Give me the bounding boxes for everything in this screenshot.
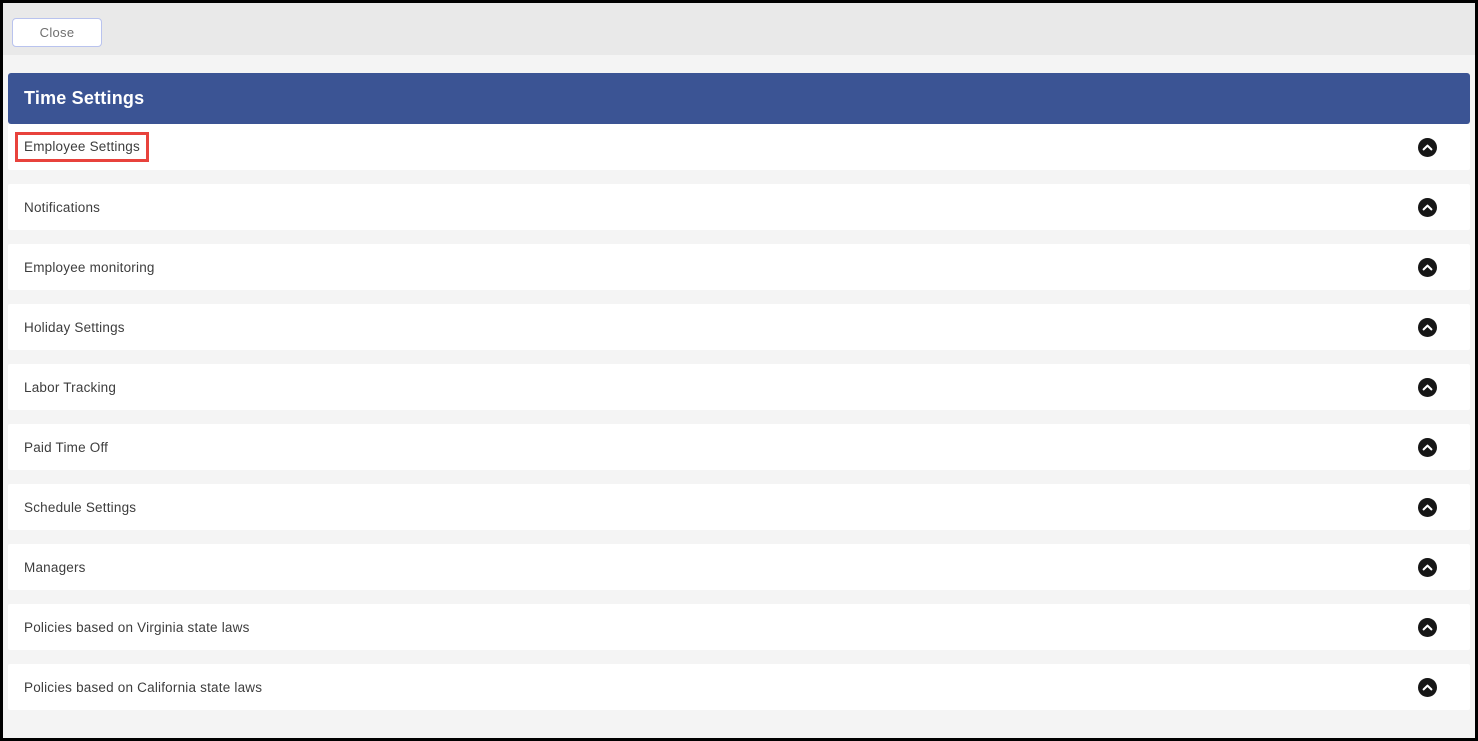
collapse-button[interactable]	[1418, 377, 1437, 397]
collapse-button[interactable]	[1418, 617, 1437, 637]
time-settings-panel: Time Settings Employee Settings Notifica…	[3, 55, 1475, 738]
top-toolbar: Close	[3, 3, 1475, 55]
section-row[interactable]: Labor Tracking	[8, 364, 1470, 410]
section-label[interactable]: Policies based on California state laws	[24, 679, 263, 695]
collapse-button[interactable]	[1418, 437, 1437, 457]
chevron-up-icon	[1422, 444, 1433, 450]
section-label[interactable]: Employee monitoring	[24, 259, 155, 275]
collapse-button[interactable]	[1418, 497, 1437, 517]
collapse-button[interactable]	[1418, 257, 1437, 277]
close-button[interactable]: Close	[12, 18, 102, 47]
page-title: Time Settings	[24, 88, 145, 108]
section-row[interactable]: Holiday Settings	[8, 304, 1470, 350]
chevron-up-icon	[1422, 624, 1433, 630]
section-row[interactable]: Paid Time Off	[8, 424, 1470, 470]
section-row[interactable]: Managers	[8, 544, 1470, 590]
collapse-button[interactable]	[1418, 557, 1437, 577]
chevron-up-icon	[1422, 264, 1433, 270]
section-label[interactable]: Managers	[24, 559, 86, 575]
chevron-up-icon	[1422, 324, 1433, 330]
section-label[interactable]: Employee Settings	[15, 132, 149, 162]
chevron-up-icon	[1422, 684, 1433, 690]
section-label[interactable]: Paid Time Off	[24, 439, 109, 455]
chevron-up-icon	[1422, 144, 1433, 150]
section-row[interactable]: Notifications	[8, 184, 1470, 230]
section-row[interactable]: Schedule Settings	[8, 484, 1470, 530]
section-row[interactable]: Policies based on Virginia state laws	[8, 604, 1470, 650]
section-label[interactable]: Labor Tracking	[24, 379, 117, 395]
collapse-button[interactable]	[1418, 197, 1437, 217]
section-label[interactable]: Schedule Settings	[24, 499, 137, 515]
collapse-button[interactable]	[1418, 677, 1437, 697]
section-label[interactable]: Policies based on Virginia state laws	[24, 619, 250, 635]
chevron-up-icon	[1422, 204, 1433, 210]
section-row[interactable]: Employee monitoring	[8, 244, 1470, 290]
chevron-up-icon	[1422, 504, 1433, 510]
section-label[interactable]: Notifications	[24, 199, 101, 215]
chevron-up-icon	[1422, 384, 1433, 390]
collapse-button[interactable]	[1418, 317, 1437, 337]
settings-accordion: Employee Settings Notifications Employee…	[8, 124, 1470, 710]
chevron-up-icon	[1422, 564, 1433, 570]
section-label[interactable]: Holiday Settings	[24, 319, 125, 335]
section-row[interactable]: Employee Settings	[8, 124, 1470, 170]
page-title-bar: Time Settings	[8, 73, 1470, 124]
collapse-button[interactable]	[1418, 137, 1437, 157]
section-row[interactable]: Policies based on California state laws	[8, 664, 1470, 710]
